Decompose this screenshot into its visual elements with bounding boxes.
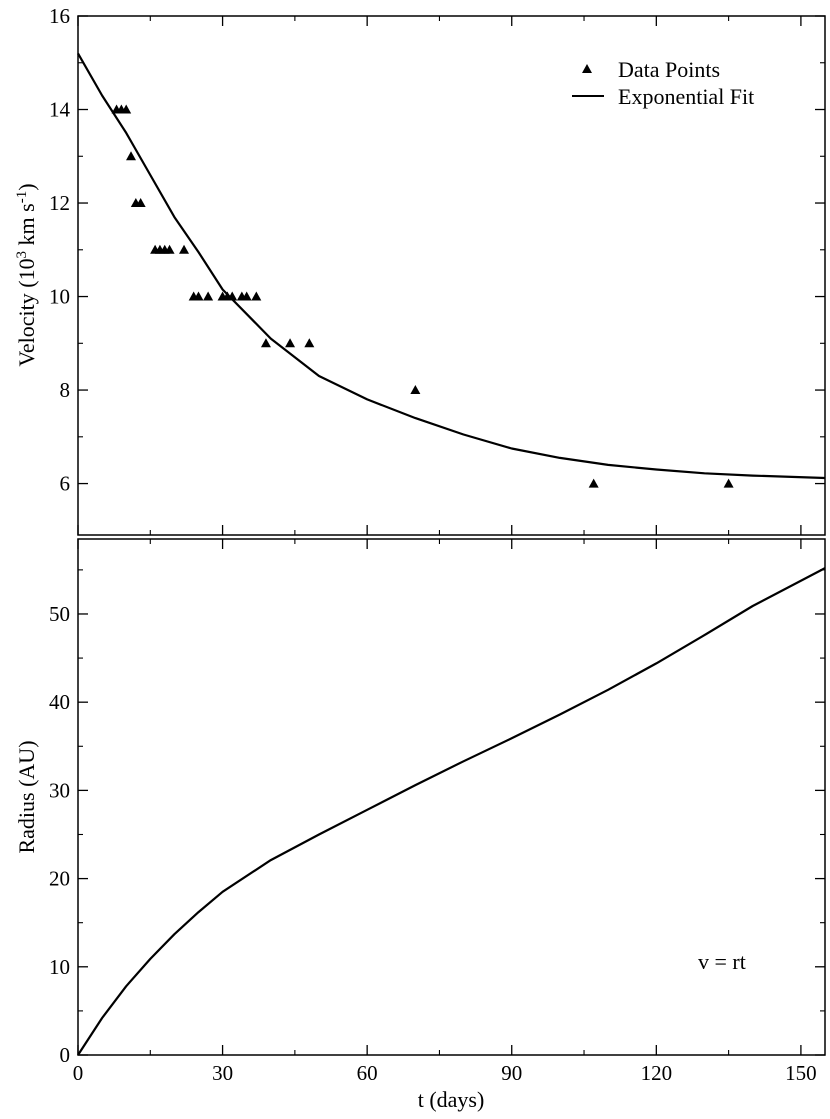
x-tick-label: 120 [641,1061,673,1085]
data-point-triangle [241,291,252,301]
top-plot-frame [77,15,826,536]
top-y-axis-label: Velocity (103 km s-1) [14,183,39,366]
top-y-tick-label: 10 [49,285,70,309]
top-y-tick-label: 12 [49,191,70,215]
legend-label-data-points: Data Points [618,57,720,82]
x-tick-label: 150 [785,1061,817,1085]
bottom-y-tick-label: 50 [49,602,70,626]
bottom-axes: 0 30 60 90 120 150 0 10 20 30 40 50 [49,539,825,1085]
data-point-triangle [410,385,421,395]
bottom-y-tick-label: 30 [49,778,70,802]
data-point-triangle [164,244,175,254]
data-point-triangle [126,151,137,161]
top-y-tick-label: 8 [60,378,71,402]
bottom-plot-frame [77,538,826,1056]
x-tick-label: 60 [357,1061,378,1085]
top-y-tick-label: 6 [60,472,71,496]
top-series [77,52,826,488]
bottom-y-axis-label: Radius (AU) [14,740,39,853]
bottom-panel: 0 30 60 90 120 150 0 10 20 30 40 50 Radius (AU) t (… [14,538,826,1112]
data-point-triangle [304,338,315,348]
bottom-fit-line [77,567,826,1056]
top-fit-line [77,52,826,480]
bottom-y-tick-label: 10 [49,955,70,979]
data-point-triangle [260,338,271,348]
legend: Data Points Exponential Fit [572,57,754,109]
bottom-series [77,567,826,1056]
data-point-triangle [121,104,132,114]
data-point-triangle [285,338,296,348]
equation-annotation: v = rt [698,949,746,974]
top-y-tick-label: 14 [49,98,71,122]
data-point-triangle [193,291,204,301]
data-point-triangle [251,291,262,301]
x-tick-label: 0 [73,1061,84,1085]
data-point-triangle [723,478,734,488]
top-panel: 6 8 10 12 14 16 Velocity (103 km s-1) Data Po… [14,4,826,536]
data-point-triangle [203,291,214,301]
x-axis-label: t (days) [418,1087,485,1112]
data-point-triangle [588,478,599,488]
x-tick-label: 30 [212,1061,233,1085]
top-axes: 6 8 10 12 14 16 [49,4,825,535]
top-y-tick-label: 16 [49,4,70,28]
data-point-triangle [135,198,146,208]
bottom-y-tick-label: 40 [49,690,70,714]
x-tick-label: 90 [501,1061,522,1085]
bottom-y-tick-label: 20 [49,867,70,891]
data-point-triangle [179,244,190,254]
legend-triangle-marker [582,64,592,73]
legend-label-exponential-fit: Exponential Fit [618,84,754,109]
bottom-y-tick-label: 0 [60,1043,71,1067]
